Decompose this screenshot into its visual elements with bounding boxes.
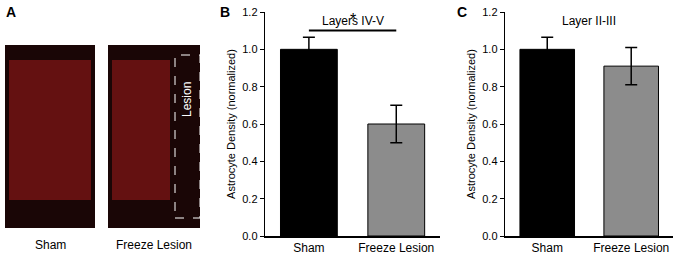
svg-text:B: B [220, 4, 230, 20]
svg-text:Freeze Lesion: Freeze Lesion [358, 241, 434, 255]
svg-text:Freeze Lesion: Freeze Lesion [116, 238, 192, 252]
svg-text:A: A [6, 4, 16, 20]
svg-text:Layer II-III: Layer II-III [562, 14, 616, 28]
svg-text:0.6: 0.6 [242, 118, 257, 130]
svg-text:Layers IV-V: Layers IV-V [322, 14, 384, 28]
svg-text:*: * [350, 11, 356, 28]
svg-text:1.2: 1.2 [242, 6, 257, 18]
svg-text:Freeze Lesion: Freeze Lesion [593, 241, 669, 255]
svg-text:Sham: Sham [293, 241, 324, 255]
svg-text:Astrocyte Density (normalized): Astrocyte Density (normalized) [225, 49, 237, 199]
svg-text:0.8: 0.8 [242, 81, 257, 93]
svg-text:0.4: 0.4 [242, 155, 257, 167]
svg-text:0.2: 0.2 [242, 193, 257, 205]
svg-text:0.2: 0.2 [482, 193, 497, 205]
svg-text:1.0: 1.0 [482, 43, 497, 55]
svg-text:0.8: 0.8 [482, 81, 497, 93]
svg-text:0.4: 0.4 [482, 155, 497, 167]
svg-text:Sham: Sham [532, 241, 563, 255]
svg-text:Lesion: Lesion [180, 82, 194, 117]
svg-text:1.2: 1.2 [482, 6, 497, 18]
svg-text:0.0: 0.0 [482, 230, 497, 242]
svg-text:0.0: 0.0 [242, 230, 257, 242]
svg-text:Astrocyte Density (normalized): Astrocyte Density (normalized) [465, 49, 477, 199]
svg-text:Sham: Sham [35, 238, 66, 252]
svg-text:0.6: 0.6 [482, 118, 497, 130]
svg-text:1.0: 1.0 [242, 43, 257, 55]
svg-text:C: C [457, 4, 467, 20]
